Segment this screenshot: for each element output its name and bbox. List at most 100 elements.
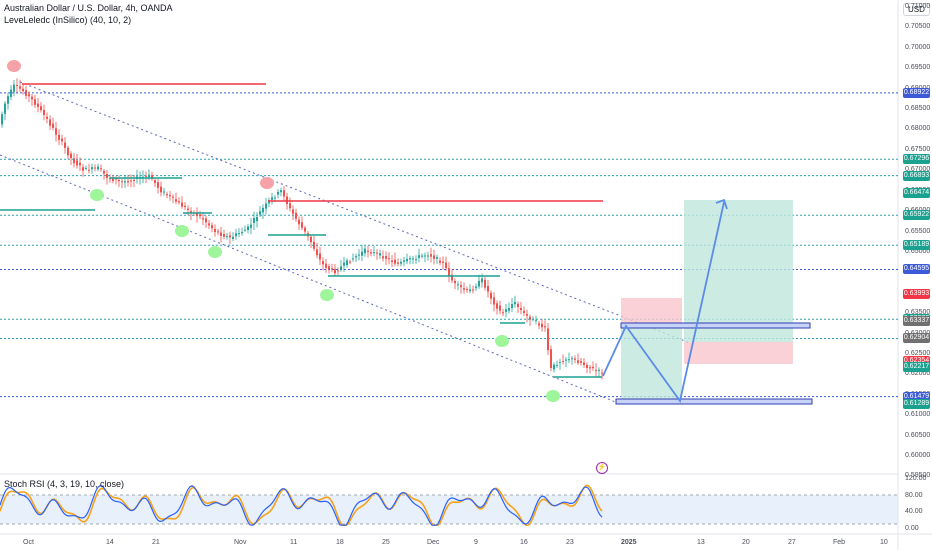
candle-body	[394, 259, 396, 264]
price-badge: 0.67296	[903, 154, 930, 165]
candle-body	[556, 364, 558, 366]
indicator-title[interactable]: LeveLeledc (InSilico) (40, 10, 2)	[4, 15, 132, 25]
candle-body	[16, 85, 18, 87]
candle-body	[163, 191, 165, 193]
candle-body	[124, 181, 126, 183]
candle-body	[523, 310, 525, 314]
projection-path[interactable]	[602, 201, 725, 404]
candle-body	[472, 289, 474, 291]
support-zone-box[interactable]	[615, 398, 813, 405]
price-badge: 0.66474	[903, 187, 930, 198]
candle-body	[493, 297, 495, 305]
price-axis-tick: 0.63500	[905, 309, 931, 317]
candle-body	[532, 318, 534, 320]
price-badge: 0.68922	[903, 87, 930, 98]
candle-body	[178, 201, 180, 203]
candle-body	[160, 186, 162, 193]
candle-body	[469, 289, 471, 292]
candle-body	[82, 167, 84, 171]
candle-body	[271, 197, 273, 200]
short-stop-zone[interactable]	[621, 298, 682, 326]
candle-body	[457, 284, 459, 286]
rsi-indicator-title[interactable]: Stoch RSI (4, 3, 19, 10, close)	[4, 479, 125, 489]
time-axis-label: 13	[697, 539, 705, 546]
candle-body	[352, 258, 354, 260]
candle-body	[166, 194, 168, 196]
candle-body	[484, 279, 486, 288]
price-badge: 0.65922	[903, 210, 930, 221]
candle-body	[592, 366, 594, 369]
candle-body	[64, 142, 66, 148]
candle-body	[211, 225, 213, 229]
rsi-k-line[interactable]	[0, 484, 603, 526]
candle-body	[358, 254, 360, 256]
candle-body	[247, 226, 249, 231]
swing-low-marker	[495, 335, 509, 347]
candle-body	[409, 258, 411, 260]
symbol-title[interactable]: Australian Dollar / U.S. Dollar, 4h, OAN…	[4, 3, 173, 13]
candle-body	[424, 255, 426, 257]
candle-body	[115, 178, 117, 180]
price-axis-tick: 0.70500	[905, 23, 931, 31]
candle-body	[118, 180, 120, 182]
candle-body	[400, 261, 402, 264]
candle-body	[538, 323, 540, 326]
candle-body	[373, 252, 375, 254]
price-axis-tick: 0.60500	[905, 431, 931, 439]
price-badge: 0.62354	[903, 355, 930, 366]
candle-body	[460, 285, 462, 288]
time-axis-label: 9	[474, 539, 478, 546]
lightning-icon[interactable]: ⚡	[596, 462, 608, 474]
candle-body	[91, 167, 93, 170]
candle-body	[274, 197, 276, 199]
currency-button[interactable]: USD	[903, 3, 930, 16]
price-badge: 0.63993	[903, 289, 930, 299]
candle-body	[442, 261, 444, 263]
price-axis-tick: 0.65500	[905, 227, 931, 235]
candle-body	[427, 255, 429, 257]
candle-body	[547, 328, 549, 351]
long-target-zone[interactable]	[684, 200, 793, 342]
candle-body	[319, 253, 321, 260]
candle-body	[34, 99, 36, 105]
candle-body	[343, 262, 345, 266]
candle-body	[451, 274, 453, 281]
swing-high-marker	[260, 177, 274, 189]
price-badge: 0.61289	[903, 399, 930, 410]
candle-body	[7, 96, 9, 104]
price-axis-tick: 0.68500	[905, 105, 931, 113]
resistance-zone-box[interactable]	[620, 322, 811, 329]
long-stop-zone[interactable]	[684, 342, 793, 364]
price-badge: 0.64595	[903, 264, 930, 275]
candle-body	[238, 233, 240, 235]
candlestick-series[interactable]	[1, 78, 603, 380]
time-axis-label: 18	[336, 539, 344, 546]
time-axis-label: Oct	[23, 539, 34, 546]
candle-body	[376, 252, 378, 254]
rsi-axis-tick: 80.00	[905, 491, 923, 499]
time-axis-label: 16	[520, 539, 528, 546]
candle-body	[214, 228, 216, 232]
candle-body	[235, 233, 237, 237]
candle-body	[481, 278, 483, 283]
candle-body	[412, 258, 414, 260]
price-badge: 0.61479	[903, 391, 930, 402]
candle-body	[61, 138, 63, 142]
candle-body	[526, 313, 528, 316]
candle-body	[445, 262, 447, 269]
candle-body	[154, 180, 156, 184]
candle-body	[85, 167, 87, 169]
candle-body	[244, 229, 246, 231]
candle-body	[322, 261, 324, 265]
candle-body	[241, 231, 243, 234]
price-axis-tick: 0.70000	[905, 43, 931, 51]
candle-body	[67, 147, 69, 156]
candle-body	[76, 160, 78, 166]
candle-body	[19, 86, 21, 89]
candle-body	[277, 191, 279, 195]
candle-body	[40, 106, 42, 111]
candle-body	[133, 179, 135, 181]
time-axis-label: 27	[788, 539, 796, 546]
candle-body	[502, 312, 504, 314]
